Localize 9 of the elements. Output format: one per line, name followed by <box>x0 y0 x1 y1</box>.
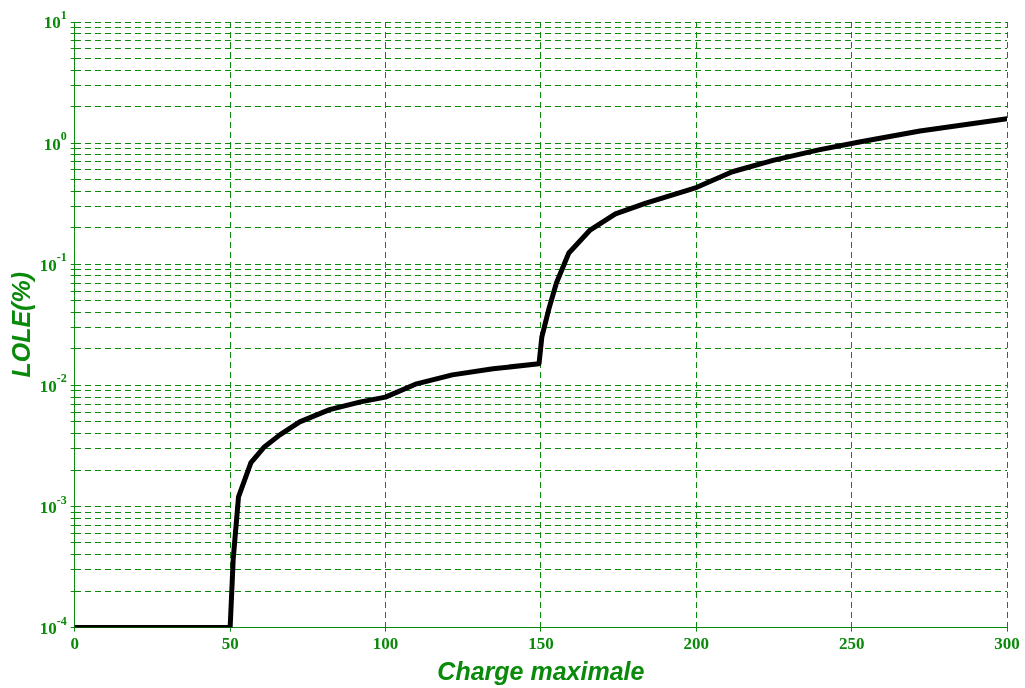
x-axis-title: Charge maximale <box>437 656 645 685</box>
x-tick-label: 50 <box>221 634 239 654</box>
x-tick-label: 100 <box>372 634 399 654</box>
x-tick-label: 0 <box>70 634 79 654</box>
x-tick-label: 200 <box>683 634 709 654</box>
x-tick-label: 300 <box>994 634 1020 654</box>
y-axis-title: LOLE(%) <box>6 272 35 378</box>
x-tick-label: 150 <box>528 634 554 654</box>
x-tick-label: 250 <box>838 634 865 654</box>
